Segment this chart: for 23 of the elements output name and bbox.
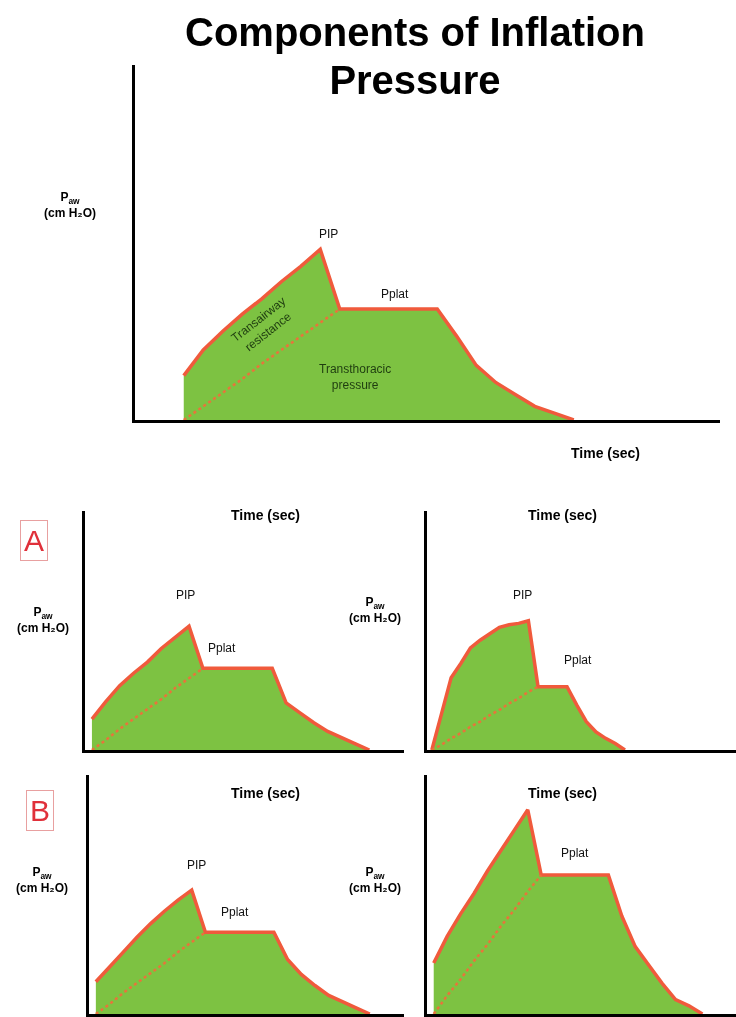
chart-title: Components of Inflation Pressure (184, 9, 646, 104)
y-axis-title: P$_{aw}$ (cm H₂O) (349, 865, 402, 895)
text: A (24, 524, 45, 557)
annotation: Pplat (564, 653, 593, 667)
y-axis-title: P$_{aw}$ (cm H₂O) (17, 605, 70, 635)
x-axis-title: Time (sec) (528, 507, 597, 523)
annotation: Pplat (381, 287, 410, 301)
y-axis-title: P$_{aw}$ (cm H₂O) (44, 190, 97, 220)
x-axis-title: Time (sec) (231, 507, 300, 523)
annotation: Pplat (561, 846, 590, 860)
x-axis-title: Time (sec) (231, 785, 300, 801)
y-axis-title: P$_{aw}$ (cm H₂O) (16, 865, 69, 895)
annotation: Pplat (221, 905, 250, 919)
annotation: Pplat (208, 641, 237, 655)
annotation: Transthoracic pressure (319, 362, 392, 392)
text: PIP (513, 588, 533, 602)
text: PIP (187, 858, 207, 872)
text: PIP (319, 227, 339, 241)
x-axis-title: Time (sec) (571, 445, 640, 461)
text: PIP (176, 588, 196, 602)
x-axis-title: Time (sec) (528, 785, 597, 801)
y-axis-title: P$_{aw}$ (cm H₂O) (349, 595, 402, 625)
text: B (30, 794, 51, 827)
